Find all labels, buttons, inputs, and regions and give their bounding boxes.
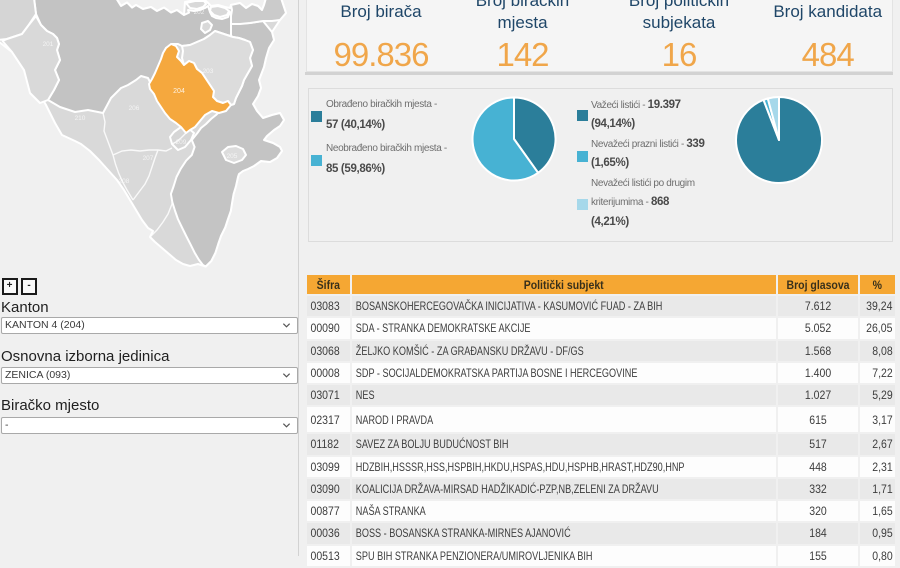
svg-text:204: 204 (173, 88, 185, 95)
svg-text:209: 209 (176, 139, 187, 146)
svg-text:210: 210 (75, 115, 86, 122)
svg-text:205: 205 (227, 153, 238, 160)
svg-text:201: 201 (43, 41, 54, 48)
svg-text:206: 206 (129, 105, 140, 112)
svg-text:203: 203 (203, 68, 214, 75)
svg-text:202: 202 (194, 9, 205, 16)
svg-text:208: 208 (119, 178, 130, 185)
svg-text:207: 207 (143, 155, 154, 162)
